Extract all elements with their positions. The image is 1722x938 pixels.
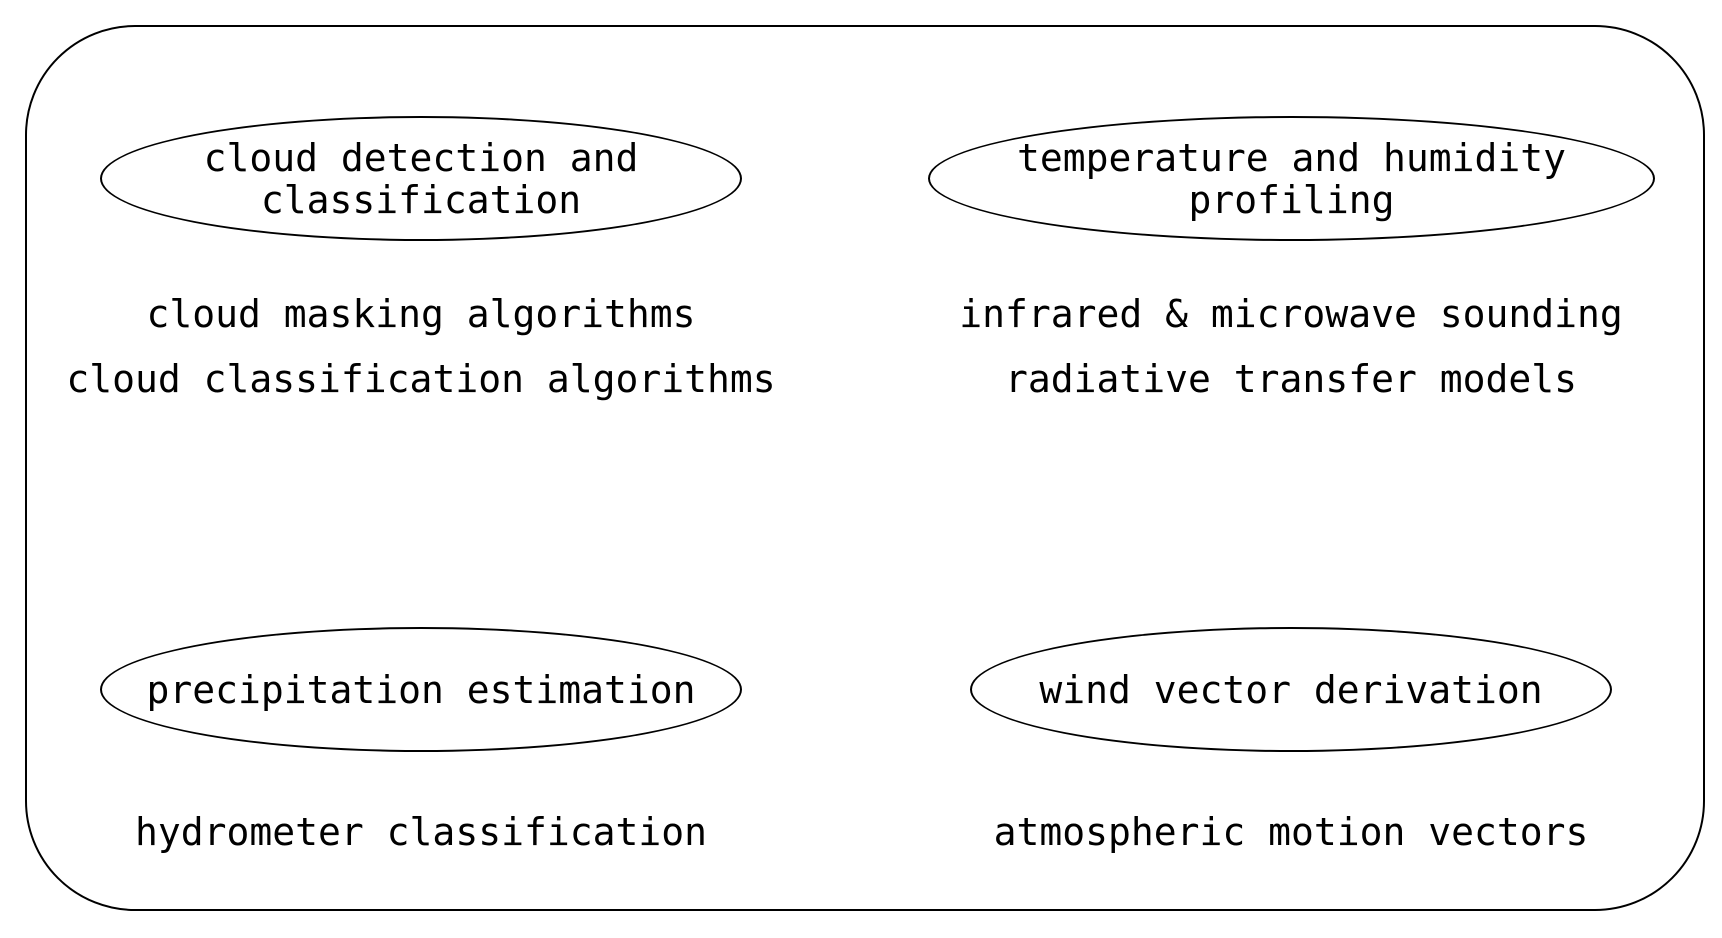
category-title-line: wind vector derivation	[1039, 667, 1543, 712]
category-title-line: temperature and humidity	[1016, 135, 1567, 180]
category-title-line: classification	[260, 177, 582, 222]
method-label: radiative transfer models	[1005, 357, 1577, 401]
category-temperature-humidity-node: temperature and humidity profiling	[928, 116, 1655, 241]
category-title-line: cloud detection and	[203, 135, 639, 180]
category-precipitation-node: precipitation estimation	[100, 627, 742, 752]
category-title-line: precipitation estimation	[146, 667, 696, 712]
category-cloud-detection-node: cloud detection and classification	[100, 116, 742, 241]
method-label: hydrometer classification	[135, 810, 707, 854]
method-label: atmospheric motion vectors	[993, 810, 1589, 854]
category-title-line: profiling	[1188, 177, 1395, 222]
method-label: infrared & microwave sounding	[959, 292, 1623, 336]
category-wind-vector-node: wind vector derivation	[970, 627, 1612, 752]
diagram-frame	[25, 25, 1705, 911]
method-label: cloud classification algorithms	[66, 357, 776, 401]
method-label: cloud masking algorithms	[146, 292, 696, 336]
